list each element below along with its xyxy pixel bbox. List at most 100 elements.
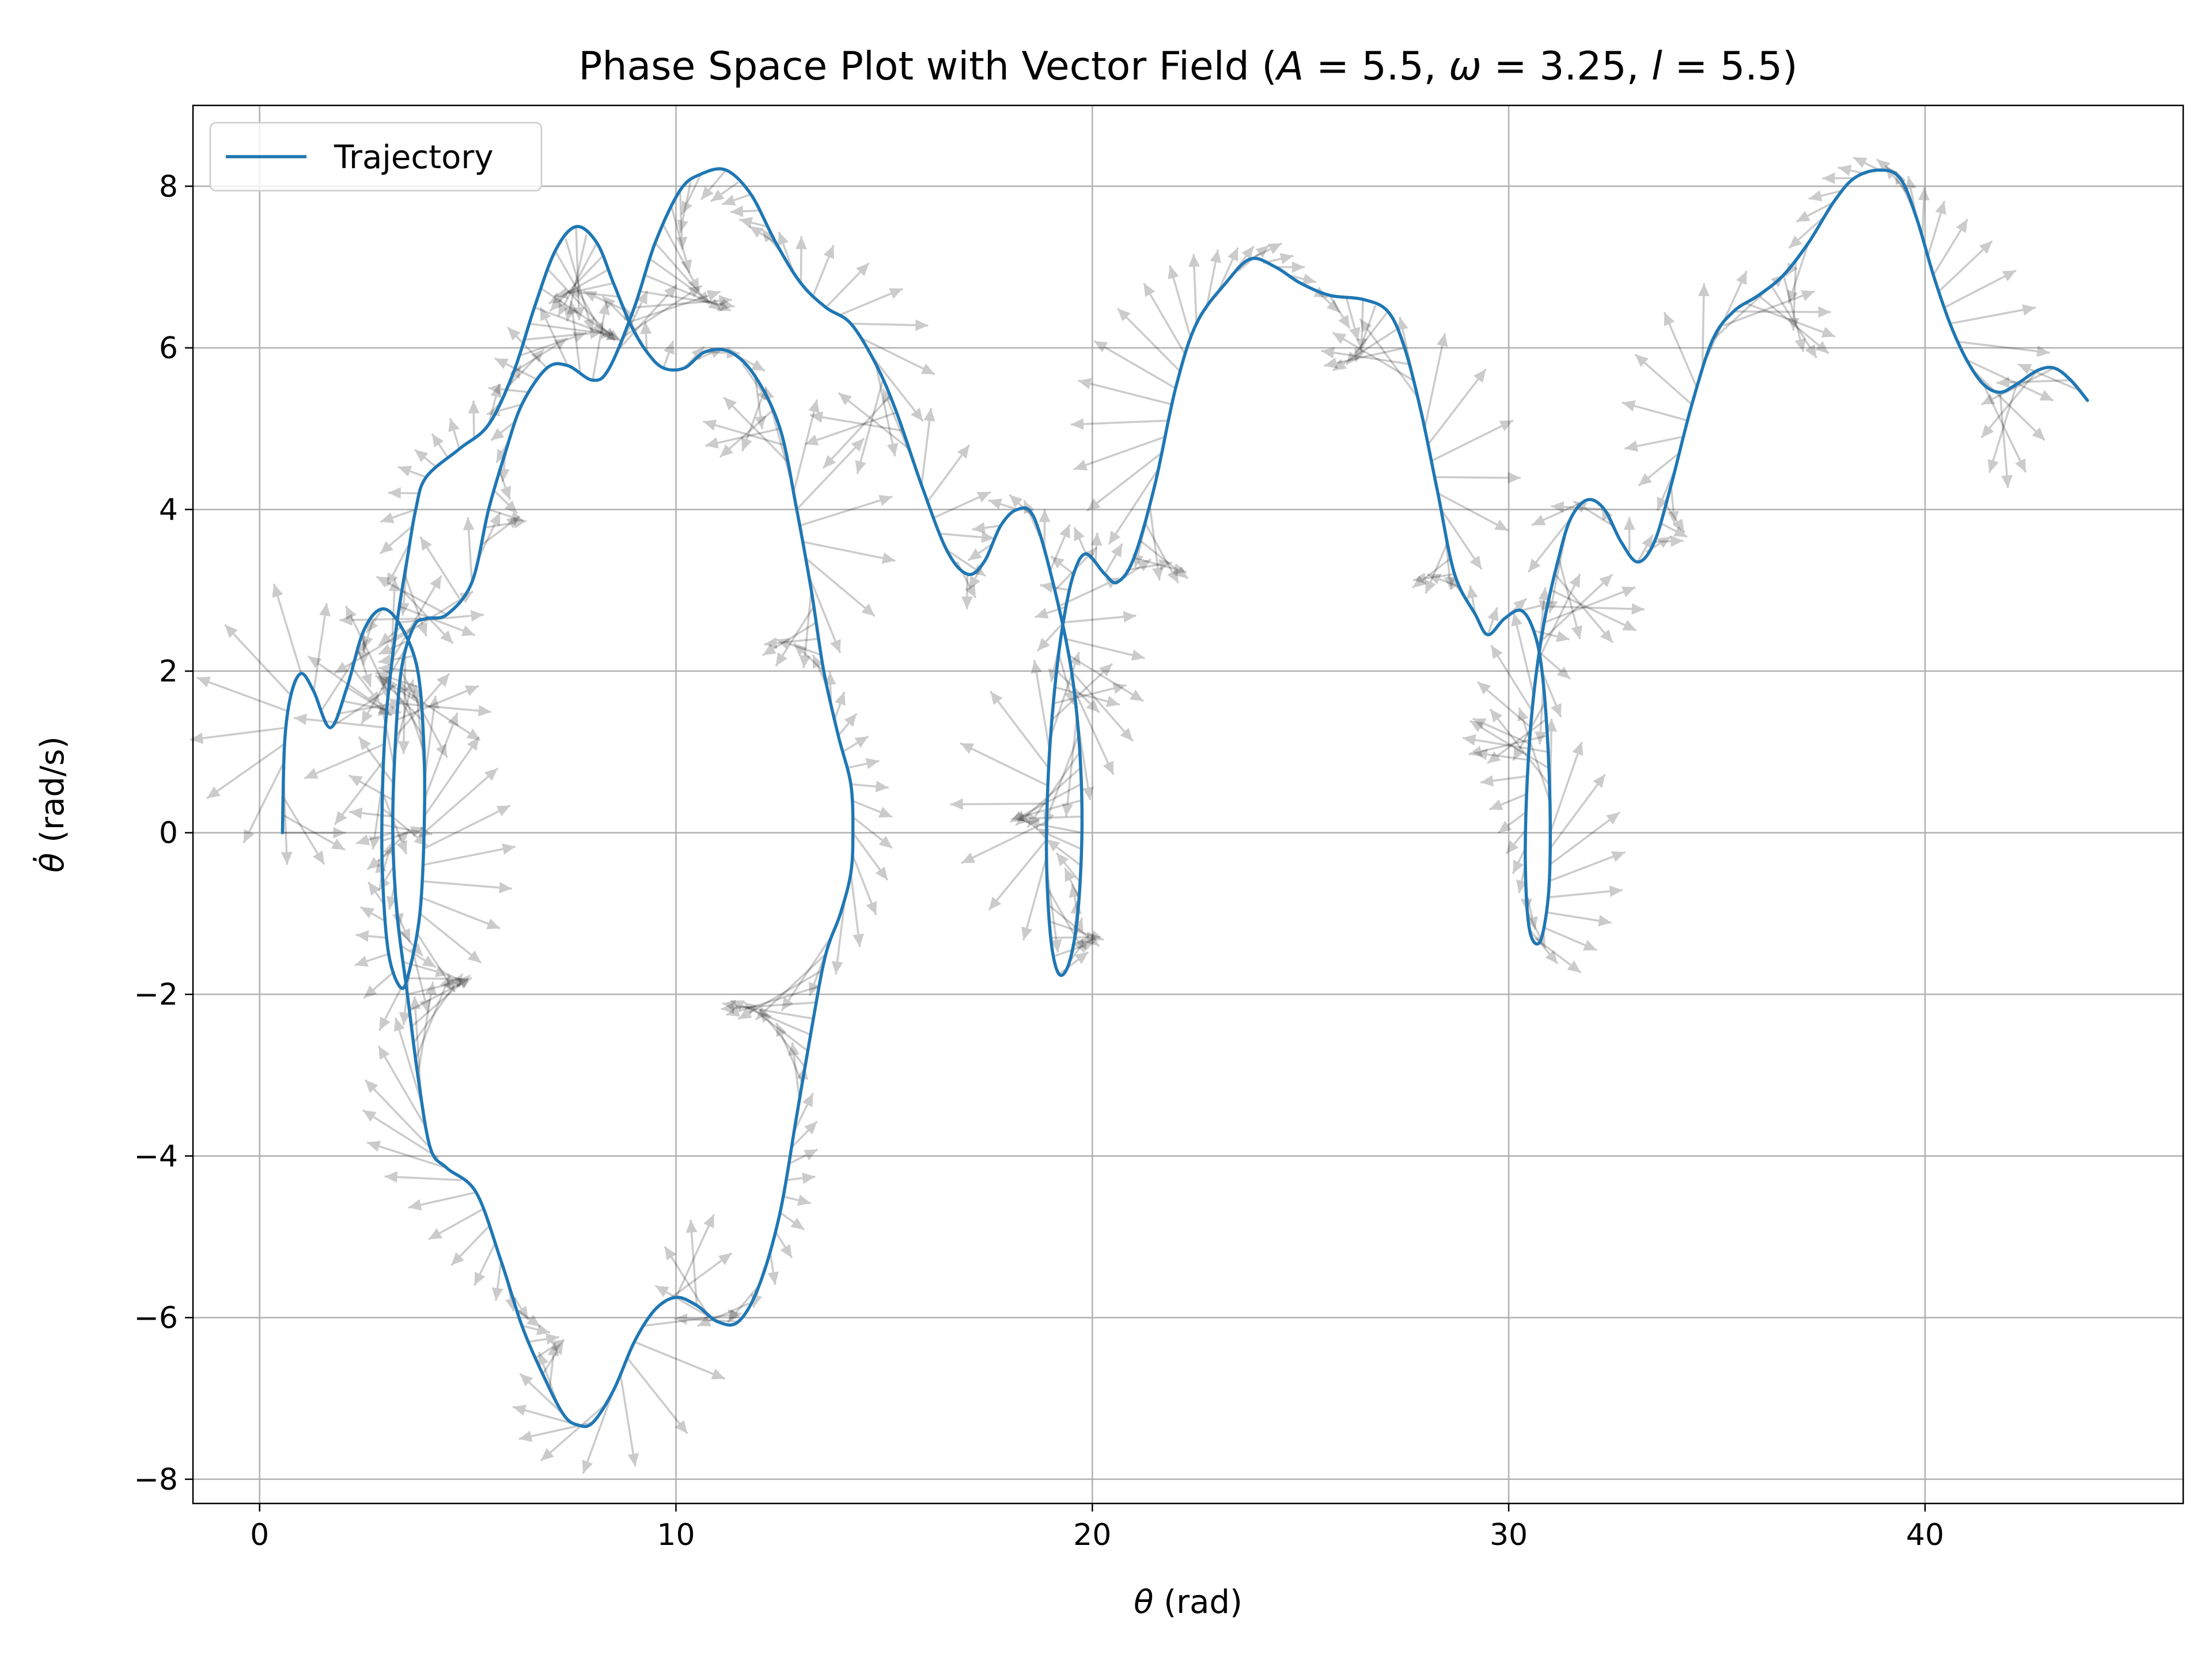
vector-arrow: [1545, 911, 1612, 927]
vector-arrow-shaft: [376, 575, 448, 616]
vector-arrow: [1822, 172, 1855, 184]
vector-arrow-shaft: [1966, 359, 2054, 402]
vector-arrow: [644, 274, 732, 312]
vector-arrow-shaft: [1548, 851, 1626, 882]
vector-arrow: [680, 173, 702, 215]
vector-arrow-head: [1556, 631, 1570, 642]
vector-arrow-shaft: [1017, 815, 1082, 820]
vector-arrow-head: [793, 643, 807, 656]
vector-arrow-head: [434, 965, 449, 978]
x-tick-label: 40: [1906, 1518, 1944, 1552]
vector-arrow: [547, 1343, 559, 1388]
vector-arrow-head: [1551, 501, 1565, 513]
vector-arrow: [1090, 532, 1103, 565]
vector-arrow: [224, 624, 292, 696]
vector-arrow: [1548, 774, 1606, 850]
vector-arrow-shaft: [377, 1045, 429, 1131]
vector-arrow-shaft: [1063, 868, 1080, 898]
vector-arrow-shaft: [1065, 638, 1145, 660]
vector-arrow-shaft: [858, 336, 935, 376]
vector-arrow: [802, 540, 896, 564]
vector-arrow-head: [802, 1172, 816, 1184]
vector-arrow-head: [468, 400, 480, 414]
vector-arrow: [764, 637, 819, 649]
vector-arrow: [1938, 240, 1993, 292]
vector-arrow: [540, 1406, 604, 1462]
vector-arrow-shaft: [1205, 249, 1219, 310]
vector-arrow: [564, 234, 588, 322]
x-tick-label: 20: [1073, 1518, 1111, 1552]
vector-arrow-head: [718, 1253, 732, 1266]
vector-arrow: [1061, 611, 1137, 624]
vector-arrow-shaft: [293, 717, 386, 729]
vector-arrow: [494, 357, 539, 381]
vector-arrow-shaft: [381, 841, 393, 874]
vector-arrow-shaft: [644, 321, 648, 352]
vector-arrow-shaft: [730, 999, 811, 1036]
vector-arrow-head: [1210, 249, 1221, 263]
vector-arrow-head: [243, 829, 255, 843]
vector-arrow-head: [1573, 501, 1588, 513]
vector-arrow-head: [1064, 690, 1075, 704]
vector-arrow: [1058, 951, 1089, 975]
vector-arrow: [1423, 333, 1448, 429]
vector-arrow-shaft: [988, 499, 1018, 511]
vector-arrow: [535, 1338, 565, 1359]
vector-arrow: [1430, 419, 1514, 462]
vector-arrow-head: [362, 635, 373, 649]
vector-arrow-head: [349, 807, 363, 819]
vector-arrow-head: [1571, 625, 1582, 639]
vector-arrow-shaft: [1033, 660, 1051, 752]
vector-arrow-head: [410, 942, 423, 956]
vector-arrow: [1321, 347, 1409, 365]
vector-arrow-shaft: [392, 575, 442, 659]
vector-arrow-shaft: [386, 541, 411, 587]
vector-arrow-shaft: [1034, 605, 1067, 619]
vector-arrow-shaft: [834, 691, 846, 720]
vector-arrow: [414, 449, 438, 469]
vector-arrow-head: [490, 384, 502, 398]
vector-arrow: [775, 1022, 804, 1084]
vector-arrow-shaft: [730, 209, 760, 213]
vector-arrow-head: [1103, 760, 1113, 775]
vector-arrow-shaft: [512, 1406, 579, 1426]
vector-arrow-head: [878, 806, 892, 818]
vector-arrow-shaft: [1055, 852, 1081, 882]
title-part: l: [1652, 44, 1662, 89]
vector-arrow: [516, 1308, 541, 1328]
vector-arrow-head: [507, 327, 521, 340]
vector-arrow-shaft: [1537, 573, 1581, 660]
vector-arrow-head: [1359, 319, 1372, 332]
y-tick-label: −6: [134, 1301, 178, 1335]
vector-arrow-head: [921, 363, 935, 374]
vector-arrow: [961, 820, 1048, 864]
vector-arrow: [529, 323, 615, 339]
vector-arrow: [357, 649, 372, 687]
vector-arrow-head: [540, 307, 551, 321]
vector-arrow: [748, 225, 777, 244]
vector-arrow: [1009, 494, 1035, 518]
vector-arrow-head: [367, 857, 381, 870]
vector-arrow-shaft: [850, 783, 889, 789]
vector-arrow-shaft: [1104, 543, 1123, 575]
vector-arrow-head: [383, 841, 394, 855]
vector-arrow-head: [776, 638, 790, 649]
vector-arrow-shaft: [722, 193, 752, 206]
vector-arrow-shaft: [1134, 556, 1187, 573]
vector-arrow: [1787, 242, 1810, 304]
vector-arrow: [1539, 941, 1582, 974]
vector-arrow-shaft: [415, 931, 456, 993]
vector-arrow-head: [1050, 939, 1062, 953]
vector-arrow-head: [685, 1219, 698, 1233]
vector-arrow-shaft: [592, 301, 608, 381]
vector-arrow-head: [349, 775, 363, 787]
vector-arrow-shaft: [2017, 363, 2080, 392]
vector-arrow-shaft: [1792, 259, 1797, 331]
vector-arrow-head: [990, 691, 1003, 705]
vector-arrow: [1558, 558, 1582, 639]
vector-arrow: [809, 411, 903, 432]
vector-arrow: [1031, 660, 1051, 752]
vector-arrow-shaft: [398, 679, 425, 752]
vector-arrow-head: [762, 643, 777, 656]
vector-arrow-head: [499, 882, 512, 893]
